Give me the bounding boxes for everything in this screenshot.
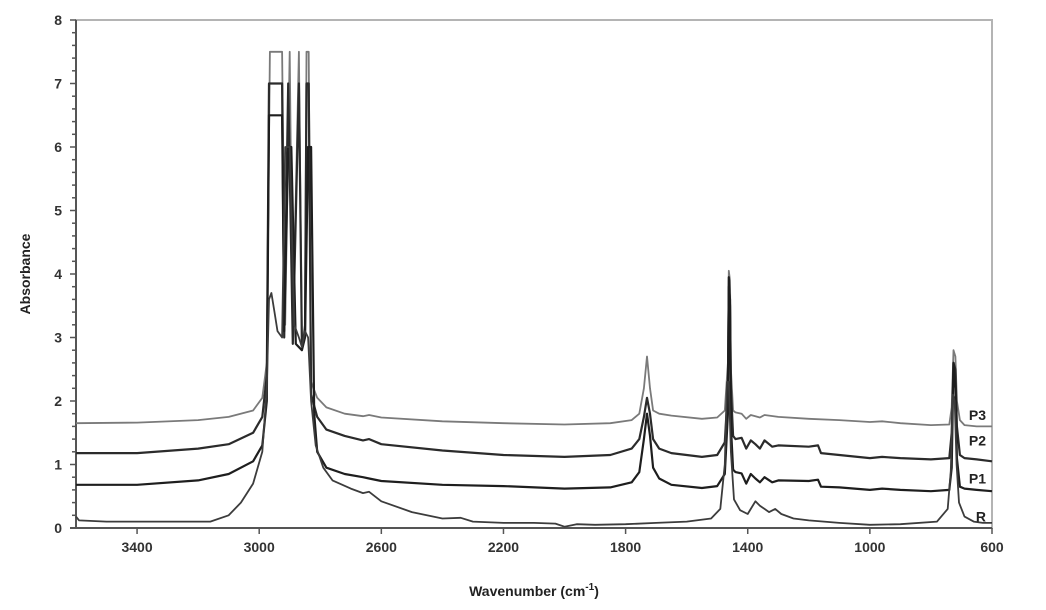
x-axis: 3400 3000 2600 2200 1800 1400 1000 600 [70,527,1004,555]
x-axis-title-superscript: -1 [585,582,594,593]
series-line-p1 [76,114,993,493]
series-line-r [75,146,992,528]
y-tick-label: 5 [54,203,62,219]
y-tick-label: 0 [54,520,62,536]
series-labels: P3 P2 P1 R [969,407,986,525]
y-tick-label: 3 [54,330,62,346]
series-label-p2: P2 [969,432,986,448]
x-tick-label: 3400 [121,539,152,555]
x-tick-label: 2600 [366,539,397,555]
x-tick-label: 1000 [854,539,885,555]
series-label-p1: P1 [969,470,986,486]
y-tick-label: 2 [54,393,62,409]
x-tick-label: 3000 [244,539,275,555]
y-tick-label: 8 [54,12,62,28]
plot-frame [75,19,993,529]
y-tick-label: 6 [54,139,62,155]
x-tick-label: 1400 [732,539,763,555]
x-tick-label: 600 [980,539,1004,555]
y-axis-title: Absorbance [17,233,33,314]
x-axis-title-close: ) [594,583,599,599]
y-tick-label: 7 [54,76,62,92]
series-label-p3: P3 [969,407,986,423]
y-tick-label: 1 [54,457,62,473]
series-label-r: R [976,509,986,525]
x-tick-label: 2200 [488,539,519,555]
series-layer [75,50,993,528]
series-line-p3 [75,50,992,428]
series-line-p2 [76,82,993,463]
x-axis-title-main: Wavenumber (cm [469,583,585,599]
y-axis: 0 1 2 3 4 5 6 7 8 [54,12,77,536]
y-tick-label: 4 [54,266,62,282]
x-tick-label: 1800 [610,539,641,555]
x-axis-title: Wavenumber (cm-1) [469,582,599,599]
